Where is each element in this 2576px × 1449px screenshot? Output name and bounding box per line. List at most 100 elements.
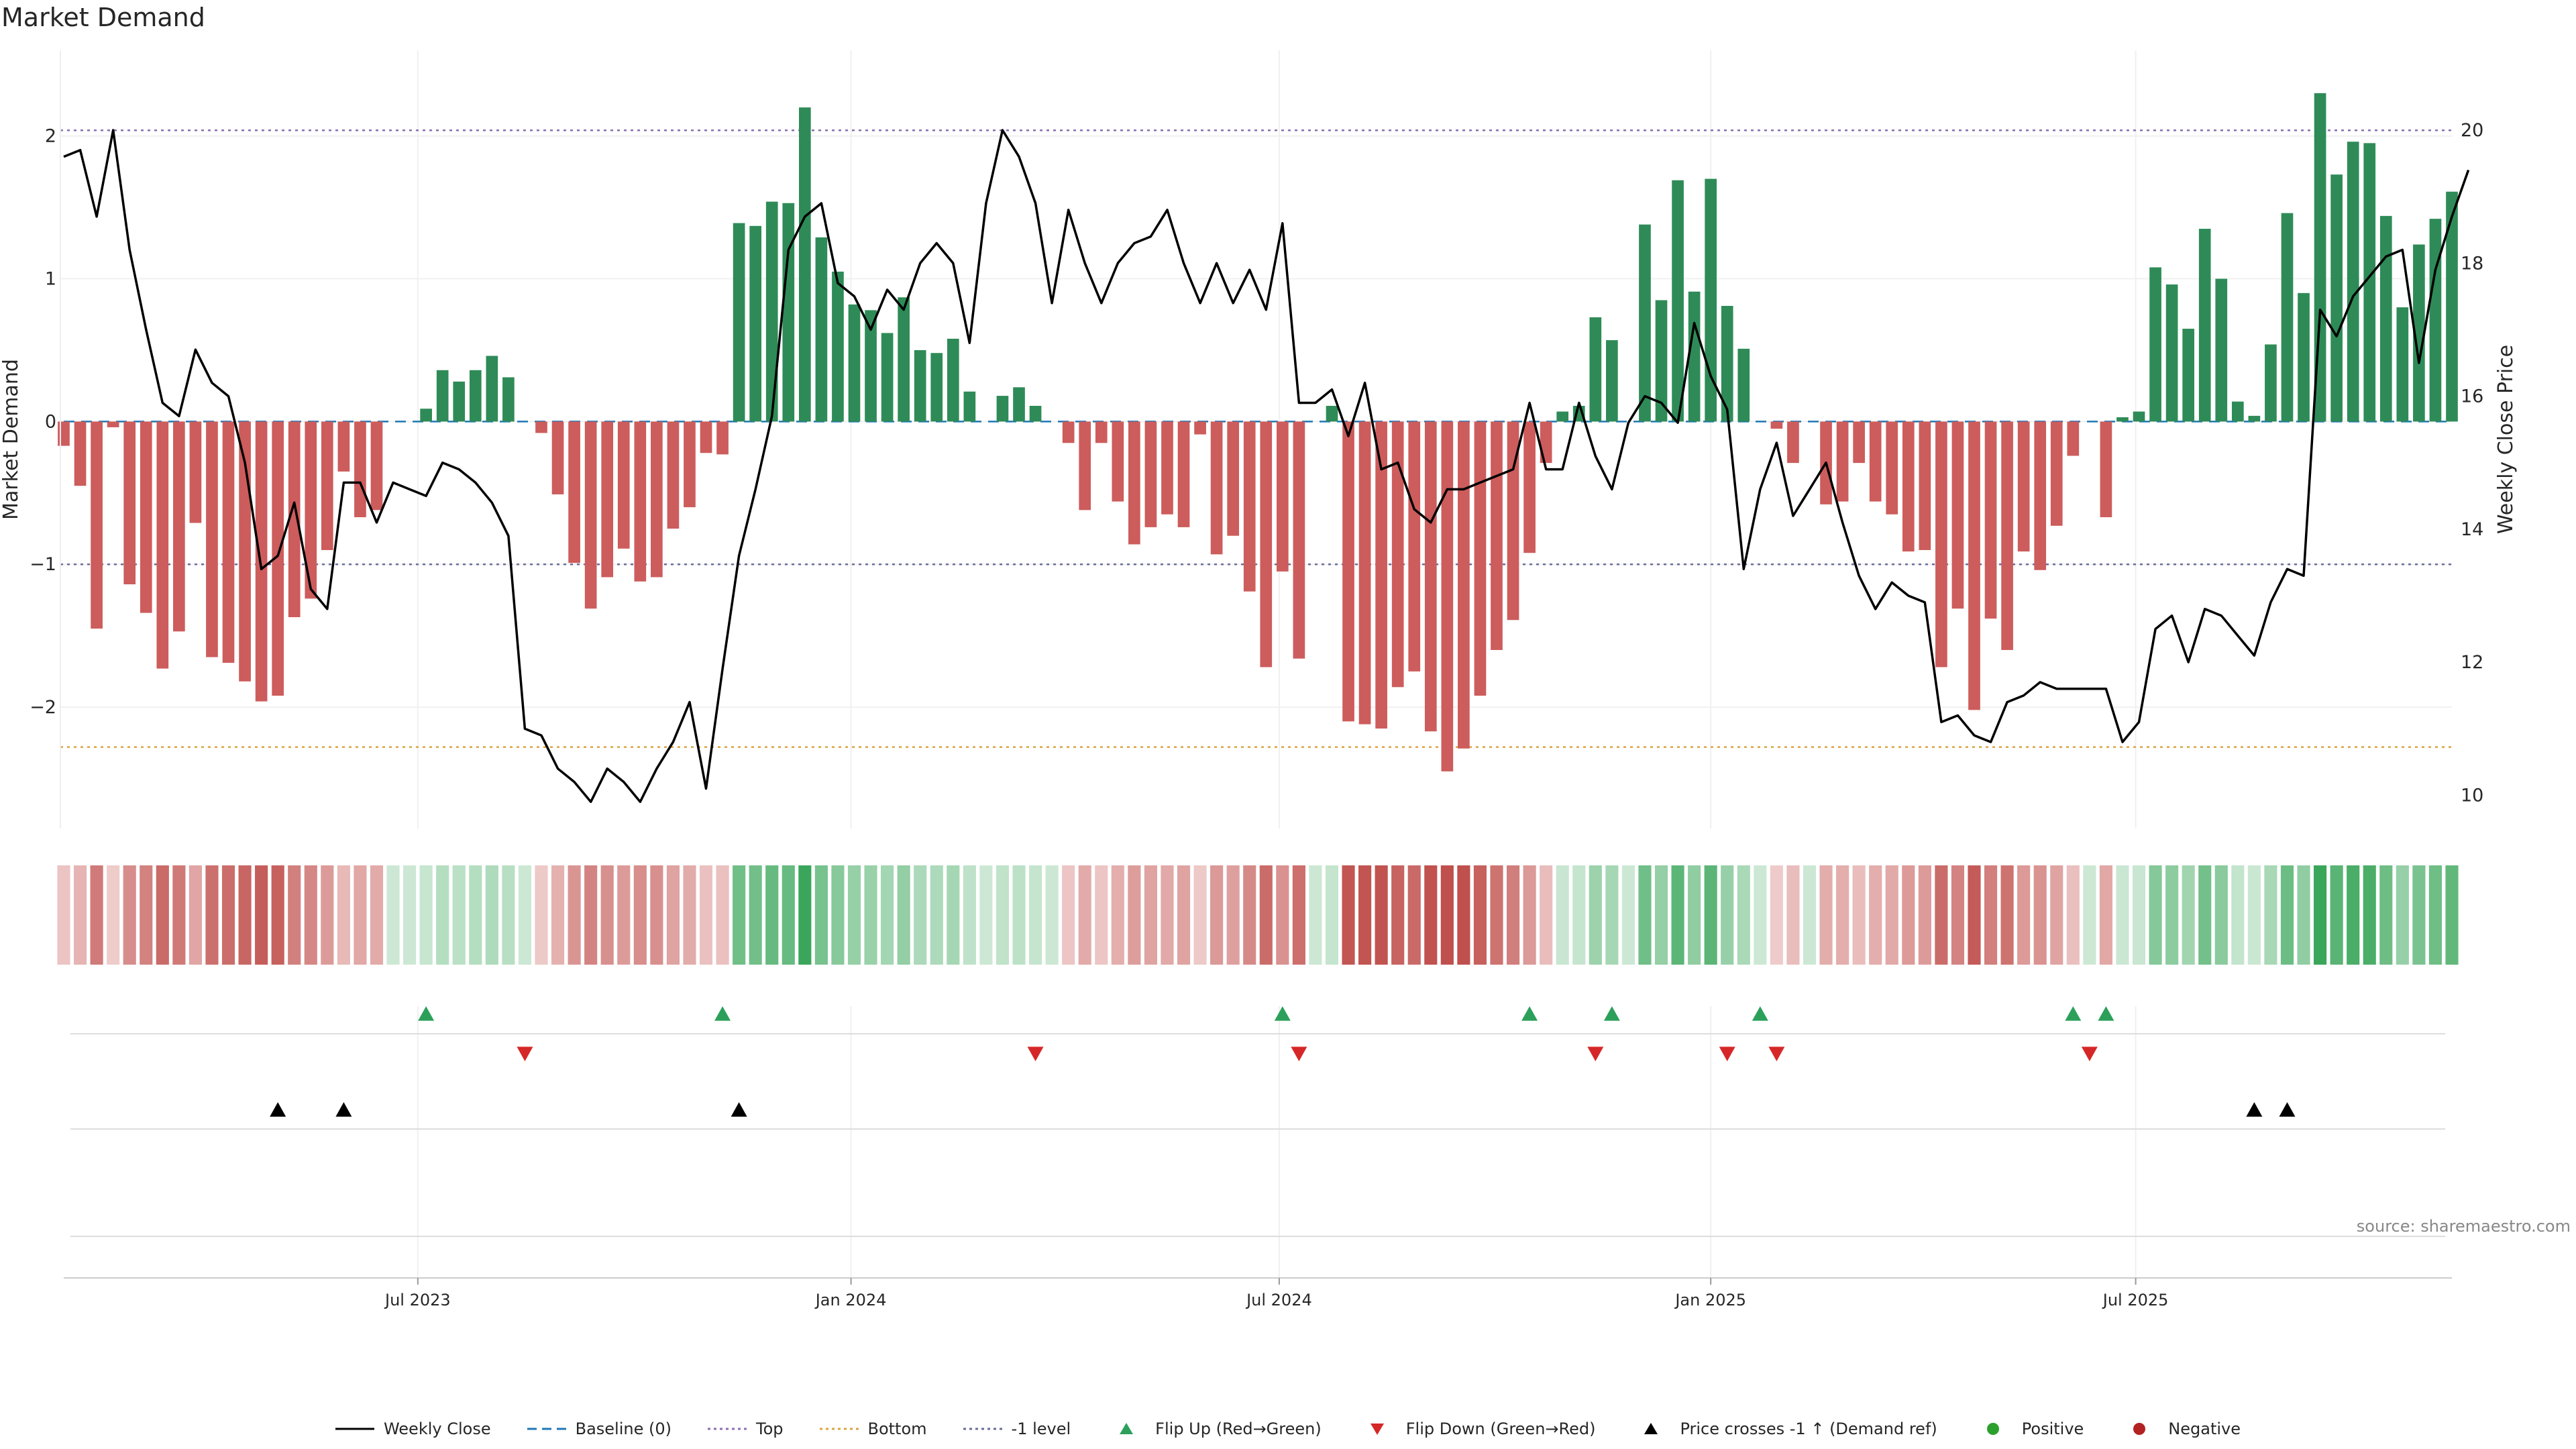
demand-bar-84 (1441, 421, 1454, 771)
demand-bar-14 (288, 421, 301, 617)
legend-item-4: -1 level (963, 1419, 1071, 1438)
strip-cell-43 (765, 865, 779, 965)
strip-cell-93 (1589, 865, 1602, 965)
strip-cell-45 (798, 865, 812, 965)
strip-cell-121 (2050, 865, 2063, 965)
y2-tick-label-2: 14 (2461, 519, 2483, 540)
demand-bar-44 (782, 203, 795, 422)
strip-cell-24 (452, 865, 466, 965)
strip-cell-100 (1704, 865, 1717, 965)
flip-up-marker-1 (714, 1006, 731, 1021)
legend-item-7: Price crosses -1 ↑ (Demand ref) (1631, 1419, 1937, 1438)
strip-cell-125 (2116, 865, 2129, 965)
strip-cell-52 (914, 865, 927, 965)
demand-bar-98 (1672, 180, 1684, 422)
strip-cell-143 (2412, 865, 2426, 965)
demand-bar-102 (1737, 348, 1750, 422)
demand-bar-108 (1836, 421, 1849, 502)
strip-cell-105 (1786, 865, 1800, 965)
demand-bar-2 (91, 421, 103, 629)
strip-cell-26 (485, 865, 498, 965)
strip-cell-127 (2149, 865, 2162, 965)
legend-swatch-4 (963, 1422, 1002, 1436)
strip-cell-77 (1325, 865, 1339, 965)
demand-bar-69 (1194, 421, 1206, 435)
demand-bar-110 (1869, 421, 1882, 502)
strip-cell-51 (897, 865, 910, 965)
chart-title: Market Demand (1, 3, 205, 32)
strip-cell-8 (189, 865, 202, 965)
demand-bar-45 (798, 107, 811, 422)
strip-cell-69 (1193, 865, 1207, 965)
legend-swatch-9 (2120, 1422, 2159, 1436)
demand-bar-127 (2149, 267, 2161, 422)
flip-up-marker-0 (418, 1006, 435, 1021)
demand-bar-30 (551, 421, 564, 494)
demand-bar-46 (815, 237, 828, 422)
strip-cell-46 (814, 865, 828, 965)
demand-bar-131 (2215, 278, 2228, 422)
demand-bar-26 (486, 356, 498, 422)
strip-cell-99 (1688, 865, 1701, 965)
strip-cell-131 (2214, 865, 2228, 965)
strip-cell-135 (2280, 865, 2294, 965)
strip-cell-65 (1128, 865, 1141, 965)
demand-bar-68 (1177, 421, 1190, 527)
strip-cell-59 (1028, 865, 1042, 965)
strip-cell-129 (2182, 865, 2195, 965)
strip-cell-60 (1045, 865, 1059, 965)
demand-bar-35 (634, 421, 647, 582)
reference-lines (60, 129, 2452, 748)
legend-item-5: Flip Up (Red→Green) (1107, 1419, 1322, 1438)
strip-cell-97 (1654, 865, 1668, 965)
demand-bar-52 (914, 350, 926, 422)
strip-cell-112 (1902, 865, 1915, 965)
strip-cell-42 (749, 865, 762, 965)
strip-cell-137 (2314, 865, 2327, 965)
demand-bar-41 (733, 223, 745, 422)
legend-label-3: Bottom (867, 1419, 927, 1438)
demand-bar-80 (1375, 421, 1387, 729)
demand-bar-112 (1902, 421, 1915, 552)
strip-cell-117 (1984, 865, 1998, 965)
demand-bar-126 (2133, 411, 2145, 422)
demand-bar-125 (2116, 417, 2129, 422)
strip-cell-55 (963, 865, 976, 965)
legend-label-6: Flip Down (Green→Red) (1405, 1419, 1596, 1438)
strip-cell-108 (1836, 865, 1849, 965)
legend-swatch-2 (708, 1422, 747, 1436)
demand-bar-5 (140, 421, 152, 613)
legend-item-1: Baseline (0) (527, 1419, 672, 1438)
demand-bar-15 (305, 421, 317, 599)
demand-bar-4 (123, 421, 136, 585)
strip-cell-30 (551, 865, 565, 965)
y2-tick-label-4: 18 (2461, 253, 2483, 274)
demand-bar-117 (1984, 421, 1997, 619)
x-tick-label-1: Jan 2024 (814, 1291, 887, 1309)
demand-bar-0 (58, 421, 70, 446)
price-cross-marker-1 (335, 1102, 352, 1117)
strip-cell-138 (2330, 865, 2343, 965)
strip-cell-17 (337, 865, 350, 965)
demand-bar-124 (2100, 421, 2112, 517)
legend-item-9: Negative (2120, 1419, 2241, 1438)
strip-cell-27 (502, 865, 515, 965)
demand-bar-129 (2182, 329, 2195, 422)
strip-cell-70 (1210, 865, 1224, 965)
demand-bar-93 (1589, 317, 1602, 422)
strip-cell-88 (1506, 865, 1520, 965)
demand-bar-55 (963, 391, 976, 422)
demand-bar-140 (2363, 143, 2376, 422)
strip-cell-72 (1243, 865, 1256, 965)
legend-swatch-5 (1107, 1422, 1146, 1436)
strip-cell-130 (2198, 865, 2212, 965)
strip-cell-5 (140, 865, 153, 965)
demand-bar-31 (568, 421, 580, 564)
flip-up-marker-5 (1752, 1006, 1768, 1021)
strip-cell-13 (271, 865, 284, 965)
event-markers (70, 1006, 2445, 1237)
demand-bar-118 (2001, 421, 2013, 650)
price-cross-marker-3 (2246, 1102, 2263, 1117)
demand-bar-6 (156, 421, 169, 669)
demand-bar-144 (2429, 219, 2442, 422)
